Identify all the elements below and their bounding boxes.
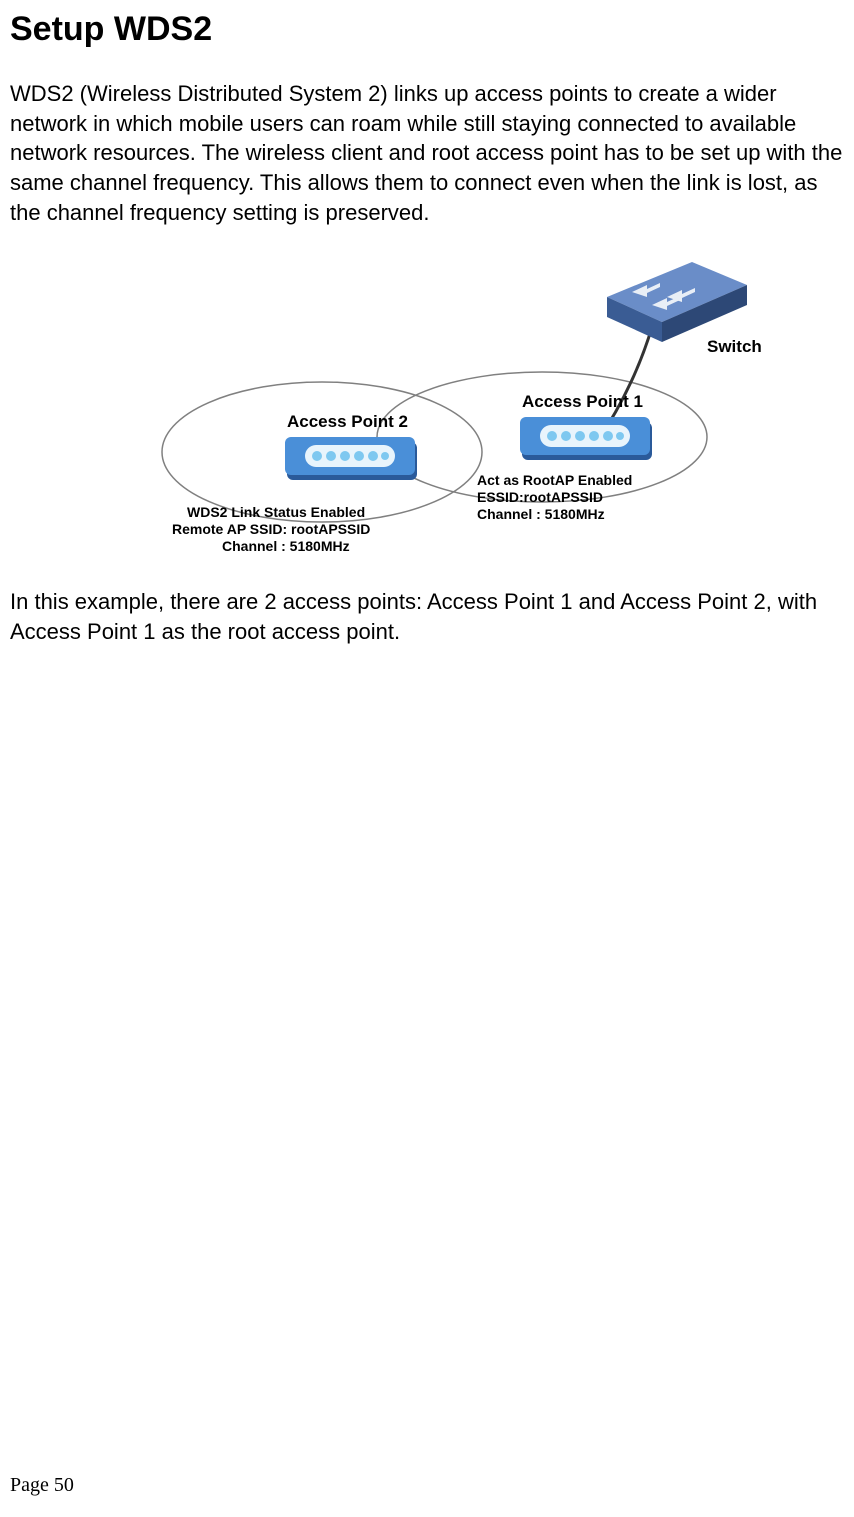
ap2-line3: Channel : 5180MHz — [222, 538, 350, 554]
page-number: Page 50 — [10, 1474, 74, 1497]
access-point-2: Access Point 2 WDS2 Link Status Enabled … — [172, 412, 417, 554]
intro-paragraph: WDS2 (Wireless Distributed System 2) lin… — [10, 79, 844, 227]
switch-device: Switch — [607, 262, 762, 356]
ap2-line1: WDS2 Link Status Enabled — [187, 504, 365, 520]
ap2-title: Access Point 2 — [287, 412, 408, 431]
diagram-svg: Switch Access Point 1 Act as RootAP Enab… — [92, 247, 762, 567]
access-point-1: Access Point 1 Act as RootAP Enabled ESS… — [477, 392, 652, 522]
wds2-diagram: Switch Access Point 1 Act as RootAP Enab… — [92, 247, 762, 567]
page-title: Setup WDS2 — [10, 10, 844, 49]
example-paragraph: In this example, there are 2 access poin… — [10, 587, 844, 646]
ap1-line1: Act as RootAP Enabled — [477, 472, 632, 488]
ap1-line2: ESSID:rootAPSSID — [477, 489, 603, 505]
ap1-title: Access Point 1 — [522, 392, 643, 411]
ap1-line3: Channel : 5180MHz — [477, 506, 605, 522]
switch-label: Switch — [707, 337, 762, 356]
ap2-line2: Remote AP SSID: rootAPSSID — [172, 521, 370, 537]
